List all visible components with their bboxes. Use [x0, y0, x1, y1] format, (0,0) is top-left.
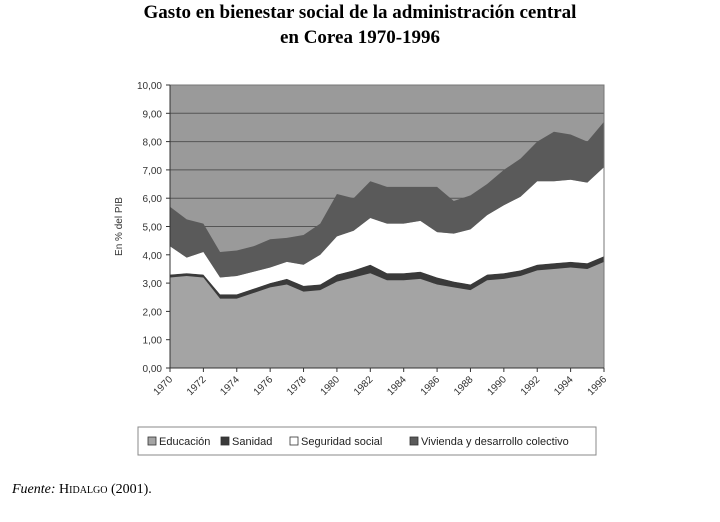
x-tick-label: 1990	[485, 374, 509, 398]
x-tick-label: 1984	[385, 374, 409, 398]
legend-label-3: Vivienda y desarrollo colectivo	[421, 436, 569, 448]
y-tick-label: 5,00	[143, 223, 163, 234]
y-tick-label: 8,00	[143, 138, 163, 149]
source-label: Fuente:	[12, 482, 56, 497]
x-tick-label: 1994	[552, 374, 576, 398]
y-tick-label: 4,00	[143, 251, 163, 262]
x-tick-label: 1996	[586, 374, 610, 398]
x-tick-label: 1972	[185, 374, 209, 398]
x-tick-label: 1992	[519, 374, 543, 398]
x-tick-label: 1974	[218, 374, 242, 398]
x-tick-label: 1988	[452, 374, 476, 398]
area-series-1	[170, 256, 604, 299]
y-tick-label: 10,00	[137, 81, 162, 92]
x-tick-label: 1982	[352, 374, 376, 398]
area-series-0	[170, 261, 604, 368]
stacked-area-chart: 0,00 1,00 2,00 3,00 4,00 5,00 6,00 7,00 8,00 9,00…	[114, 81, 610, 456]
legend-swatch-0	[147, 436, 157, 446]
y-tick-label: 1,00	[143, 336, 163, 347]
legend-swatch-2	[289, 436, 299, 446]
legend-swatch-3	[409, 436, 419, 446]
y-tick-label: 9,00	[143, 109, 163, 120]
legend-label-0: Educación	[159, 436, 210, 448]
y-tick-label: 3,00	[143, 279, 163, 290]
source-author: Hidalgo	[59, 482, 108, 497]
chart-title-line1: Gasto en bienestar social de la administ…	[143, 2, 577, 23]
area-series-2	[170, 167, 604, 295]
legend-box	[137, 426, 597, 456]
y-axis-label: En % del PIB	[114, 197, 125, 256]
legend-label-2: Seguridad social	[301, 436, 382, 448]
area-series-3	[170, 121, 604, 278]
y-tick-label: 6,00	[143, 194, 163, 205]
source-year: (2001).	[110, 482, 152, 497]
y-tick-label: 2,00	[143, 307, 163, 318]
x-tick-label: 1980	[319, 374, 343, 398]
source-note: Fuente: Hidalgo (2001).	[12, 482, 152, 498]
x-tick-label: 1970	[152, 374, 176, 398]
chart-title-line2: en Corea 1970-1996	[279, 27, 441, 48]
x-tick-label: 1976	[252, 374, 276, 398]
legend-swatch-1	[220, 436, 230, 446]
x-tick-label: 1978	[285, 374, 309, 398]
x-tick-label: 1986	[419, 374, 443, 398]
y-tick-label: 7,00	[143, 166, 163, 177]
legend-label-1: Sanidad	[232, 436, 272, 448]
y-tick-label: 0,00	[143, 364, 163, 375]
